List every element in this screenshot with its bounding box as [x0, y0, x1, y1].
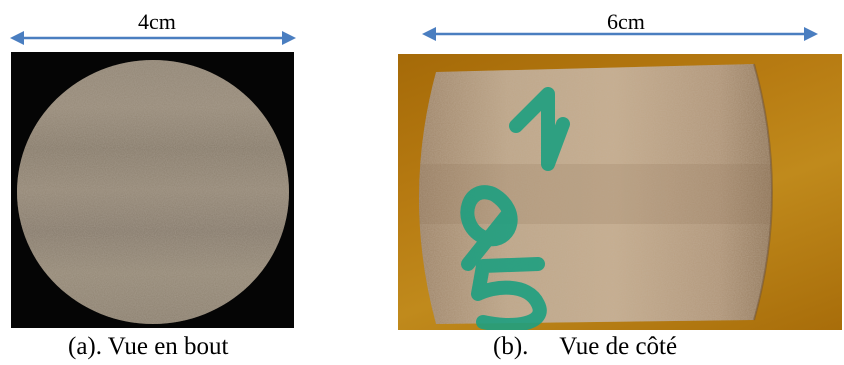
- dimension-arrow-b: [422, 27, 818, 41]
- dimension-arrow-a: [10, 31, 296, 45]
- caption-b: (b). Vue de côté: [493, 333, 678, 360]
- core-end-view-photo: [11, 52, 294, 328]
- dimension-label-b: 6cm: [607, 9, 645, 34]
- caption-a: (a). Vue en bout: [68, 333, 229, 360]
- dimension-label-a: 4cm: [138, 9, 176, 34]
- core-side-view-photo: [398, 54, 842, 330]
- sample-marking: [460, 87, 570, 330]
